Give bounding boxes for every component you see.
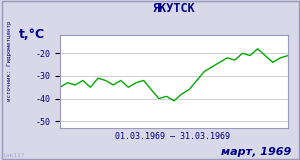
Text: lab127: lab127: [3, 153, 26, 158]
Text: 01.03.1969 – 31.03.1969: 01.03.1969 – 31.03.1969: [115, 132, 230, 141]
Text: март, 1969: март, 1969: [221, 147, 291, 157]
Text: ЯКУТСК: ЯКУТСК: [153, 2, 195, 15]
Text: источник: Гидрометцентр: источник: Гидрометцентр: [8, 20, 13, 101]
Text: t,°C: t,°C: [19, 28, 45, 41]
